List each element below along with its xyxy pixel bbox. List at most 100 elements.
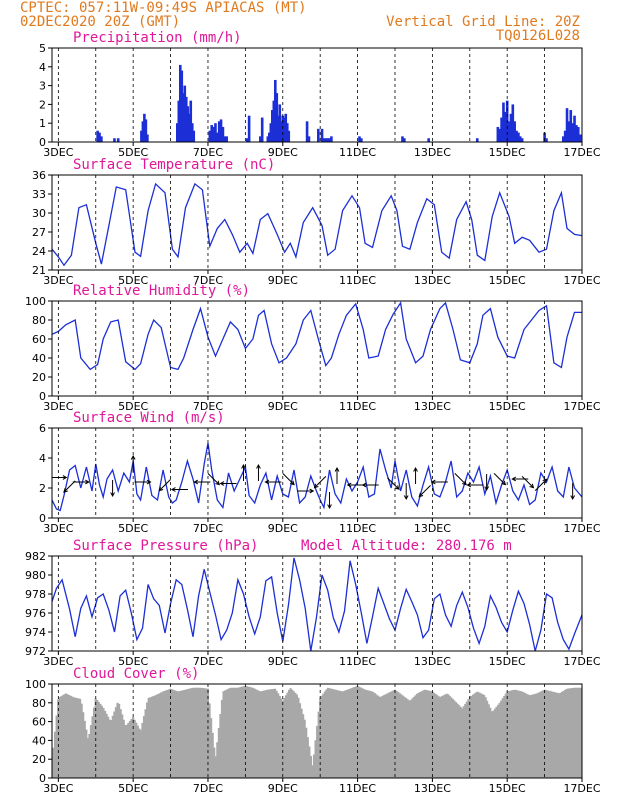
cloud-cover-column [222,691,225,778]
cloud-cover-column [291,689,294,778]
precip-bar [569,110,573,142]
cloud-cover-column [139,729,143,778]
cloud-cover-column [231,687,235,778]
cloud-cover-column [264,690,267,778]
pressure-xtick-label: 13DEC [414,655,451,668]
cloud-cover-column [233,687,236,778]
precip-bar [210,125,214,142]
wind-arrow [346,482,364,488]
cloud-cover-column [495,706,498,778]
wind-arrow [403,483,409,501]
precip-bar [509,113,513,142]
cloud-cover-column [355,686,358,778]
cloud-cover-column [400,694,403,778]
cloud-cover-column [526,694,529,778]
pressure-xtick-label: 7DEC [193,655,223,668]
cloud-cover-column [350,688,353,778]
cloud-cover-column [443,694,447,778]
cloud-cover-column [447,694,450,778]
cloud-cover-column [401,695,405,778]
wind-arrow-head [361,482,367,488]
wind-ytick-label: 0 [39,512,46,525]
cloud-cover-column [311,765,314,778]
cloud-cover-column [205,688,208,778]
cloud-cover-column [197,687,200,778]
cloud-cover-column [117,703,121,778]
precip-bar [192,130,196,142]
cloud-cover-column [367,690,370,778]
cloud-cover-column [152,696,155,778]
cloud-cover-column [156,694,160,778]
cloud-cover-column [433,692,436,778]
cloud-cover-column [482,694,486,778]
cloud-cover-column [252,687,255,778]
cloud-cover-column [389,691,392,778]
precip-bar [269,123,273,142]
cloud-cover-column [428,690,431,778]
cloud-cover-column [66,694,69,778]
precip-bar [275,93,279,142]
cloud-cover-column [507,691,511,778]
cloud-cover-column [52,747,55,778]
cloud-cover-column [306,737,309,778]
wind-arrow [207,472,220,486]
temperature-ytick-label: 24 [32,245,46,258]
cloud-cover-column [138,728,141,778]
cloud-cover-column [142,716,146,778]
temperature-ytick-label: 33 [32,188,46,201]
precip-bar [287,130,291,142]
humidity-xtick-label: 17DEC [563,400,600,413]
cloud-cover-column [188,688,191,778]
cloud-cover-column [308,746,311,778]
cloud-cover-column [132,716,135,778]
precip-bar [285,123,289,142]
cloud-cover-column [144,709,147,778]
cloud-cover-column [111,715,114,778]
cloud-cover-column [255,689,258,778]
cloud-cover-title: Cloud Cover (%) [73,666,199,682]
precipitation-xtick-label: 17DEC [563,146,600,159]
cloud-cover-column [498,702,501,778]
precipitation-xtick-label: 7DEC [193,146,223,159]
precip-bar [175,123,179,142]
cloud-cover-column [280,698,283,778]
cloud-cover-column [353,687,356,778]
cloud-cover-column [511,690,514,778]
wind-arrow [334,466,340,484]
pressure-data [52,557,582,651]
cloud-cover-column [383,695,386,778]
wind-arrow-head [146,479,152,485]
cloud-cover-column [492,710,495,778]
cloud-cover-column [71,696,74,778]
cloud-cover-column [542,690,545,778]
cloud-cover-column [178,691,181,778]
precip-bar [328,138,331,142]
precip-bar [268,132,271,142]
wind-arrow-head [346,482,352,488]
precip-bar [578,134,582,142]
cloud-cover-column [570,688,573,778]
cloud-cover-column [316,725,319,778]
cloud-cover-column [163,691,166,778]
precip-bar [189,100,193,142]
temperature-xtick-label: 15DEC [489,274,526,287]
cloud-cover-column [365,690,369,778]
wind-arrow [282,472,295,486]
humidity-xtick-label: 3DEC [43,400,73,413]
wind-xtick-label: 7DEC [193,522,223,535]
cloud-cover-column [68,695,71,778]
cloud-cover-column [565,688,568,778]
cloud-cover-column [122,719,125,778]
cloud-cover-column [337,690,341,778]
cloud-cover-column [456,703,459,778]
humidity-line [52,301,582,371]
temperature-xtick-label: 7DEC [193,274,223,287]
pressure-ytick-label: 976 [25,607,46,620]
cloud-cover-ytick-label: 20 [32,753,46,766]
cloud-cover-column [85,729,88,778]
cloud-cover-column [554,692,557,778]
wind-arrow-head [511,476,517,482]
cloud-cover-column [209,718,213,778]
cloud-cover-column [105,713,108,778]
cloud-cover-column [261,690,264,778]
